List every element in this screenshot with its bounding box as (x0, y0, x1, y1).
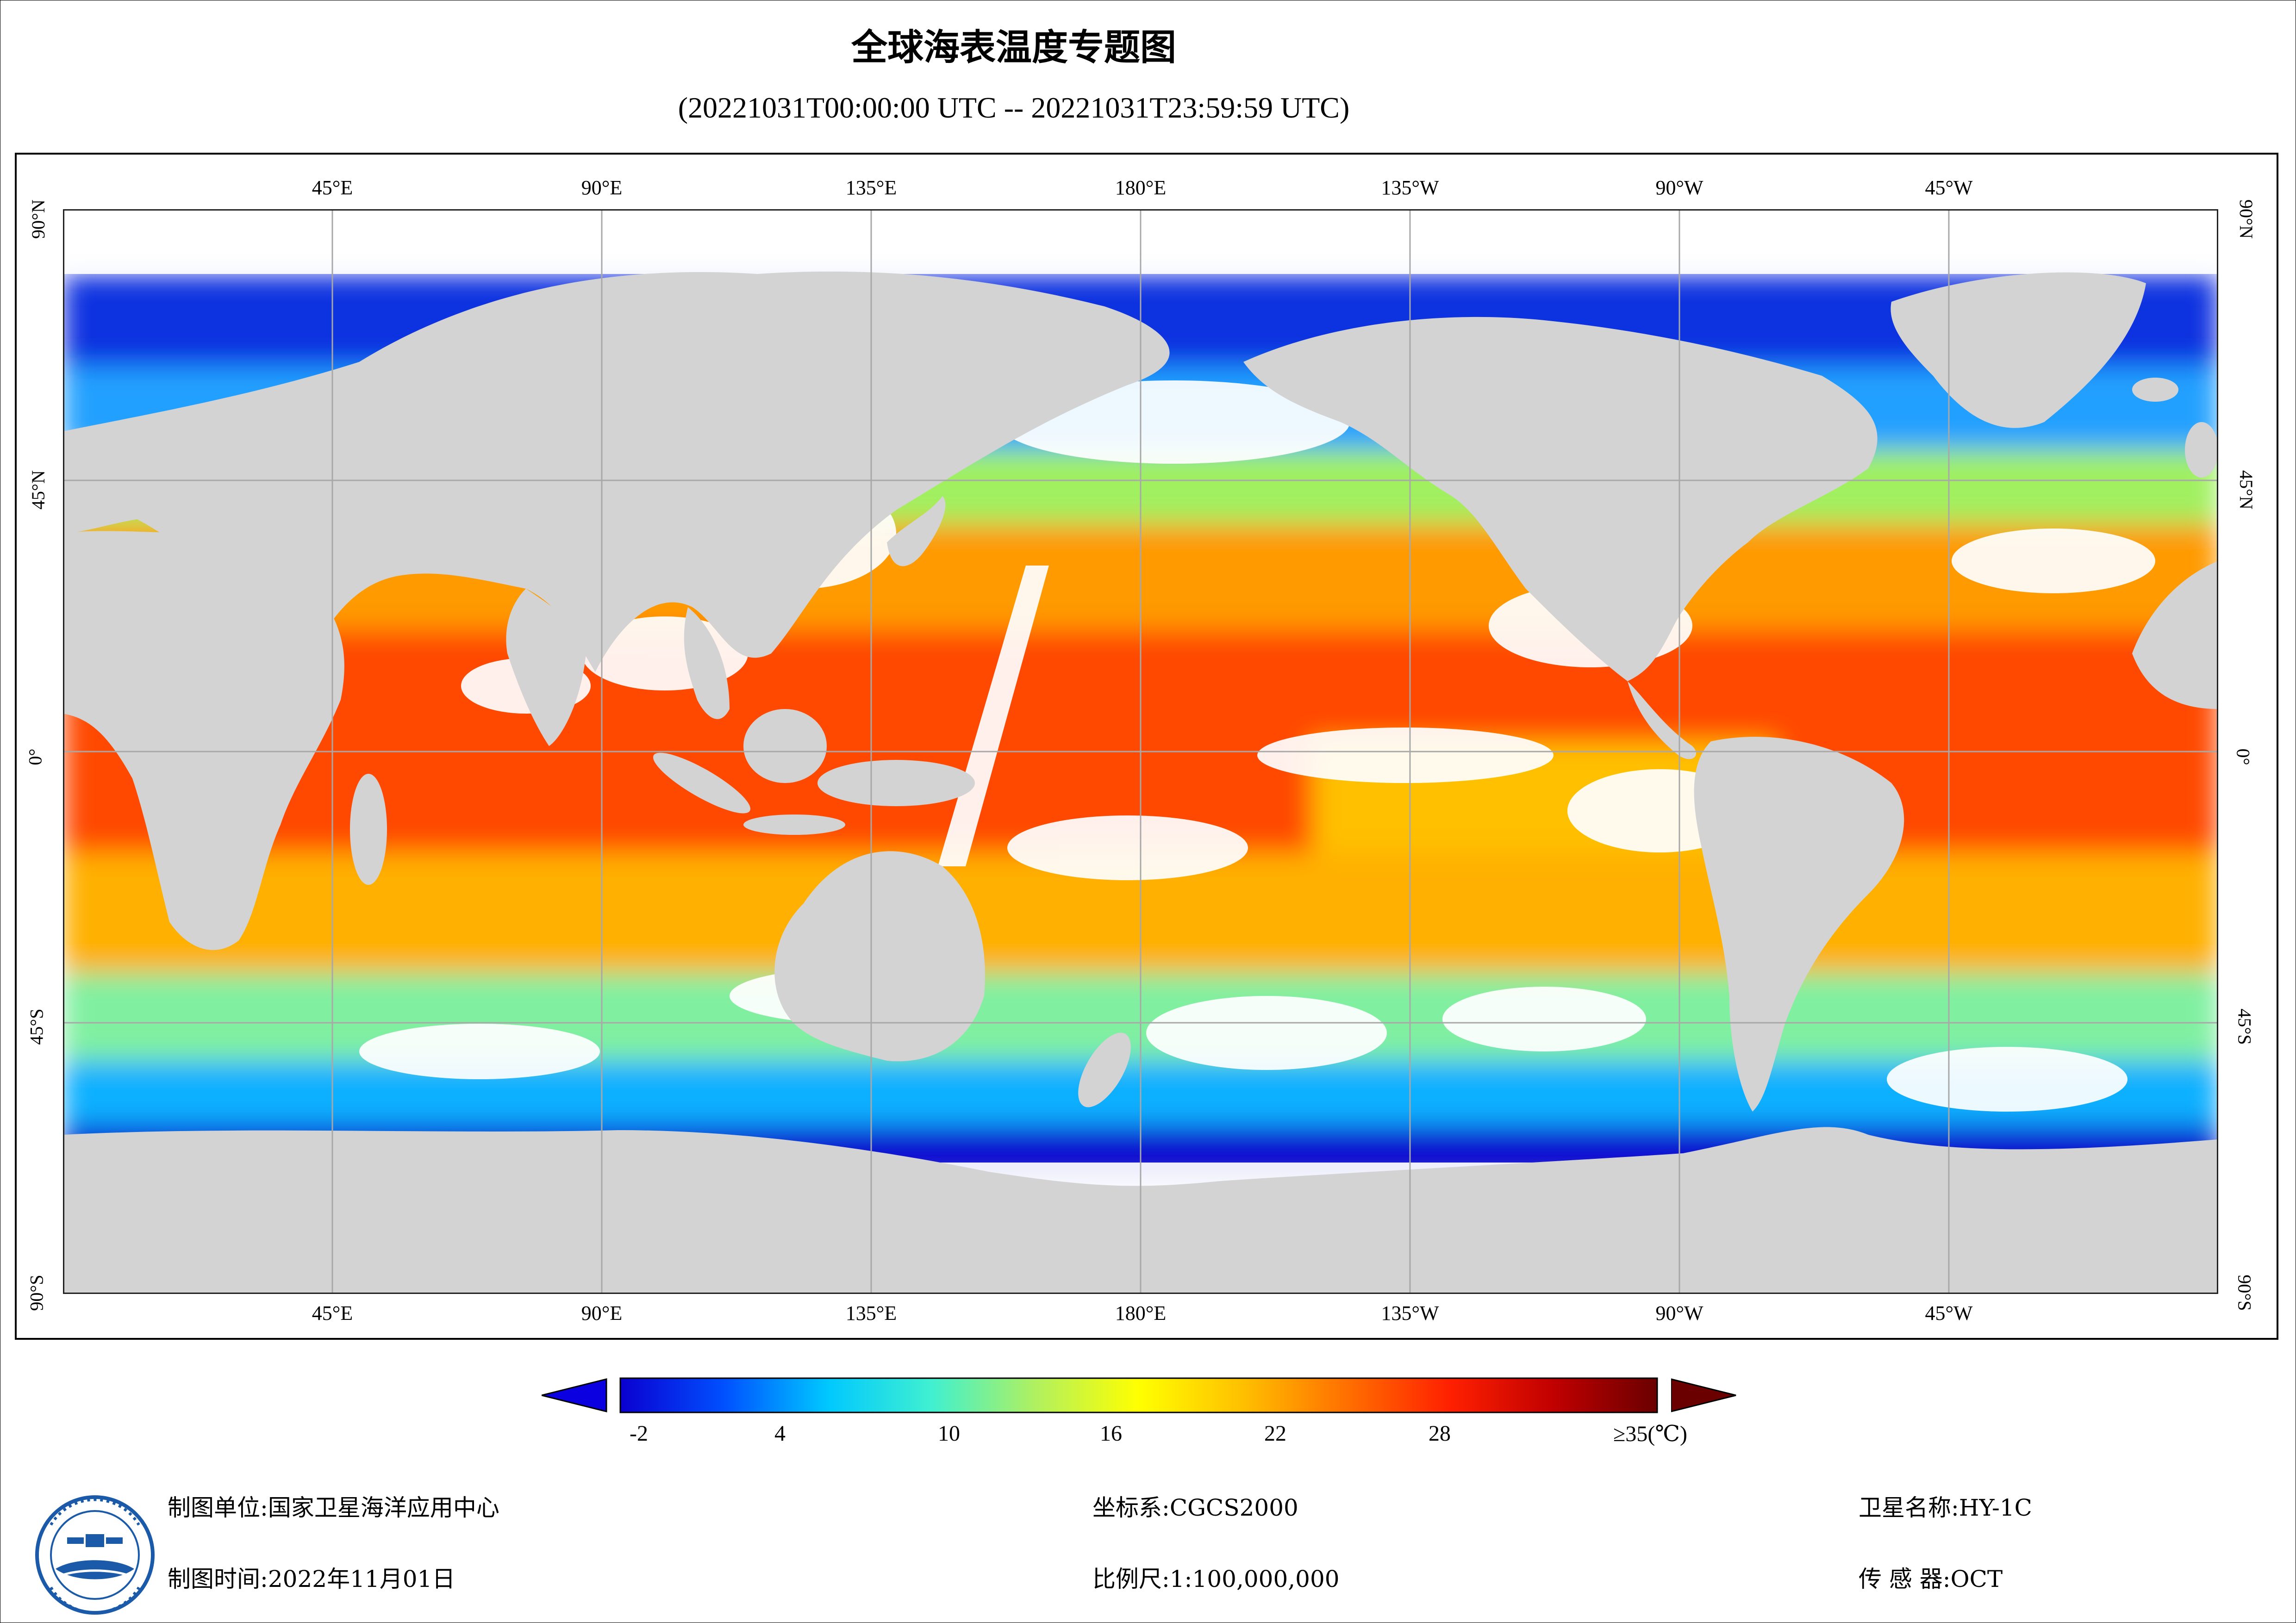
lat-label-right: 0° (2233, 748, 2254, 765)
coordinate-system-key: 坐标系: (1092, 1494, 1170, 1521)
lat-label-right: 45°N (2235, 470, 2257, 510)
lon-label-top: 90°W (1655, 176, 1703, 199)
colorbar-over-arrow (1671, 1378, 1736, 1412)
map-scale-key: 比例尺: (1092, 1566, 1170, 1592)
nsoas-logo (35, 1495, 155, 1615)
lat-label-right: 45°S (2234, 1008, 2255, 1045)
land-south-america (1694, 737, 1904, 1112)
colorbar-tick: 28 (1429, 1421, 1451, 1446)
land-borneo (743, 709, 827, 783)
lon-label-top: 90°E (581, 176, 623, 199)
lat-label-left: 45°S (26, 1008, 47, 1045)
lat-label-right: 90°S (2234, 1275, 2255, 1311)
land-japan (887, 496, 946, 566)
lon-label-top: 135°E (845, 176, 897, 199)
lat-label-left: 90°N (27, 199, 49, 239)
land-india (506, 589, 586, 746)
sensor-name-value: OCT (1950, 1566, 2003, 1592)
colorbar-tick: 22 (1264, 1421, 1286, 1446)
lon-label-bottom: 45°W (1925, 1302, 1973, 1325)
graticule (63, 209, 2218, 1294)
land-australia (774, 851, 985, 1062)
sensor-name: 传 感 器:OCT (1859, 1561, 2003, 1594)
map-svg (63, 209, 2218, 1294)
satellite-name: 卫星名称:HY-1C (1859, 1489, 2032, 1523)
colorbar-tick: 10 (938, 1421, 960, 1446)
land-se-asia (684, 607, 730, 719)
land-africa-west (2132, 561, 2218, 709)
lon-label-bottom: 135°W (1381, 1302, 1439, 1325)
lon-label-bottom: 90°W (1655, 1302, 1703, 1325)
colorbar-tick: ≥35(℃) (1613, 1422, 1688, 1446)
satellite-name-value: HY-1C (1959, 1494, 2032, 1521)
coordinate-system-value: CGCS2000 (1169, 1494, 1298, 1521)
map-scale-value: 1:100,000,000 (1169, 1566, 1340, 1592)
lon-label-bottom: 45°E (312, 1302, 353, 1325)
producer-label: 制图单位:国家卫星海洋应用中心 (168, 1489, 499, 1523)
lon-label-bottom: 135°E (845, 1302, 897, 1325)
no-data-patch (359, 1024, 600, 1079)
colorbar (542, 1377, 1658, 1413)
land-iceland (2132, 378, 2178, 402)
map-scale: 比例尺:1:100,000,000 (1092, 1561, 1340, 1594)
land-north-america (1243, 317, 1878, 681)
satellite-name-key: 卫星名称: (1859, 1494, 1959, 1521)
colorbar-under-arrow (542, 1378, 607, 1412)
production-time: 制图时间:2022年11月01日 (168, 1561, 455, 1594)
lon-label-bottom: 90°E (581, 1302, 623, 1325)
colorbar-tick: 16 (1100, 1421, 1122, 1446)
land-sumatra (653, 752, 750, 814)
coordinate-system: 坐标系:CGCS2000 (1092, 1489, 1298, 1523)
production-time-key: 制图时间: (168, 1566, 268, 1592)
producer-label-key: 制图单位: (168, 1494, 268, 1521)
colorbar-ramp (619, 1377, 1658, 1413)
lat-label-right: 90°N (2235, 199, 2257, 239)
lat-label-left: 0° (25, 748, 46, 765)
lat-label-left: 90°S (26, 1275, 47, 1311)
no-data-patch (1257, 728, 1554, 783)
lat-label-left: 45°N (27, 470, 49, 510)
no-data-patch (1146, 996, 1387, 1070)
land-greenland (1890, 272, 2146, 428)
colorbar-tick: 4 (774, 1421, 786, 1446)
production-time-value: 2022年11月01日 (268, 1566, 455, 1592)
sensor-name-key: 传 感 器: (1859, 1566, 1951, 1592)
lon-label-top: 135°W (1381, 176, 1439, 199)
land-new-zealand (1078, 1032, 1131, 1107)
producer-value: 国家卫星海洋应用中心 (268, 1494, 499, 1521)
no-data-patch (1952, 529, 2155, 593)
land-eurasia (63, 271, 1170, 672)
map-title: 全球海表温度专题图 (851, 27, 1176, 68)
colorbar-tick: -2 (630, 1421, 648, 1446)
lon-label-top: 45°W (1925, 176, 1973, 199)
lon-label-top: 180°E (1115, 176, 1167, 199)
no-data-patch (1442, 987, 1646, 1051)
colorbar-over-arrow-svg (1671, 1378, 1736, 1412)
land-africa (63, 531, 344, 950)
map-frame (15, 153, 2278, 1340)
map-subtitle: (20221031T00:00:00 UTC -- 20221031T23:59… (678, 91, 1350, 124)
land-madagascar (350, 774, 387, 885)
sst-map[interactable] (63, 209, 2218, 1294)
lon-label-top: 45°E (312, 176, 353, 199)
land-new-guinea (817, 760, 975, 806)
lon-label-bottom: 180°E (1115, 1302, 1167, 1325)
no-data-patch (1887, 1047, 2128, 1112)
no-data-patch (1007, 815, 1248, 880)
land-british-isles (2185, 422, 2218, 478)
land-java (743, 815, 845, 835)
